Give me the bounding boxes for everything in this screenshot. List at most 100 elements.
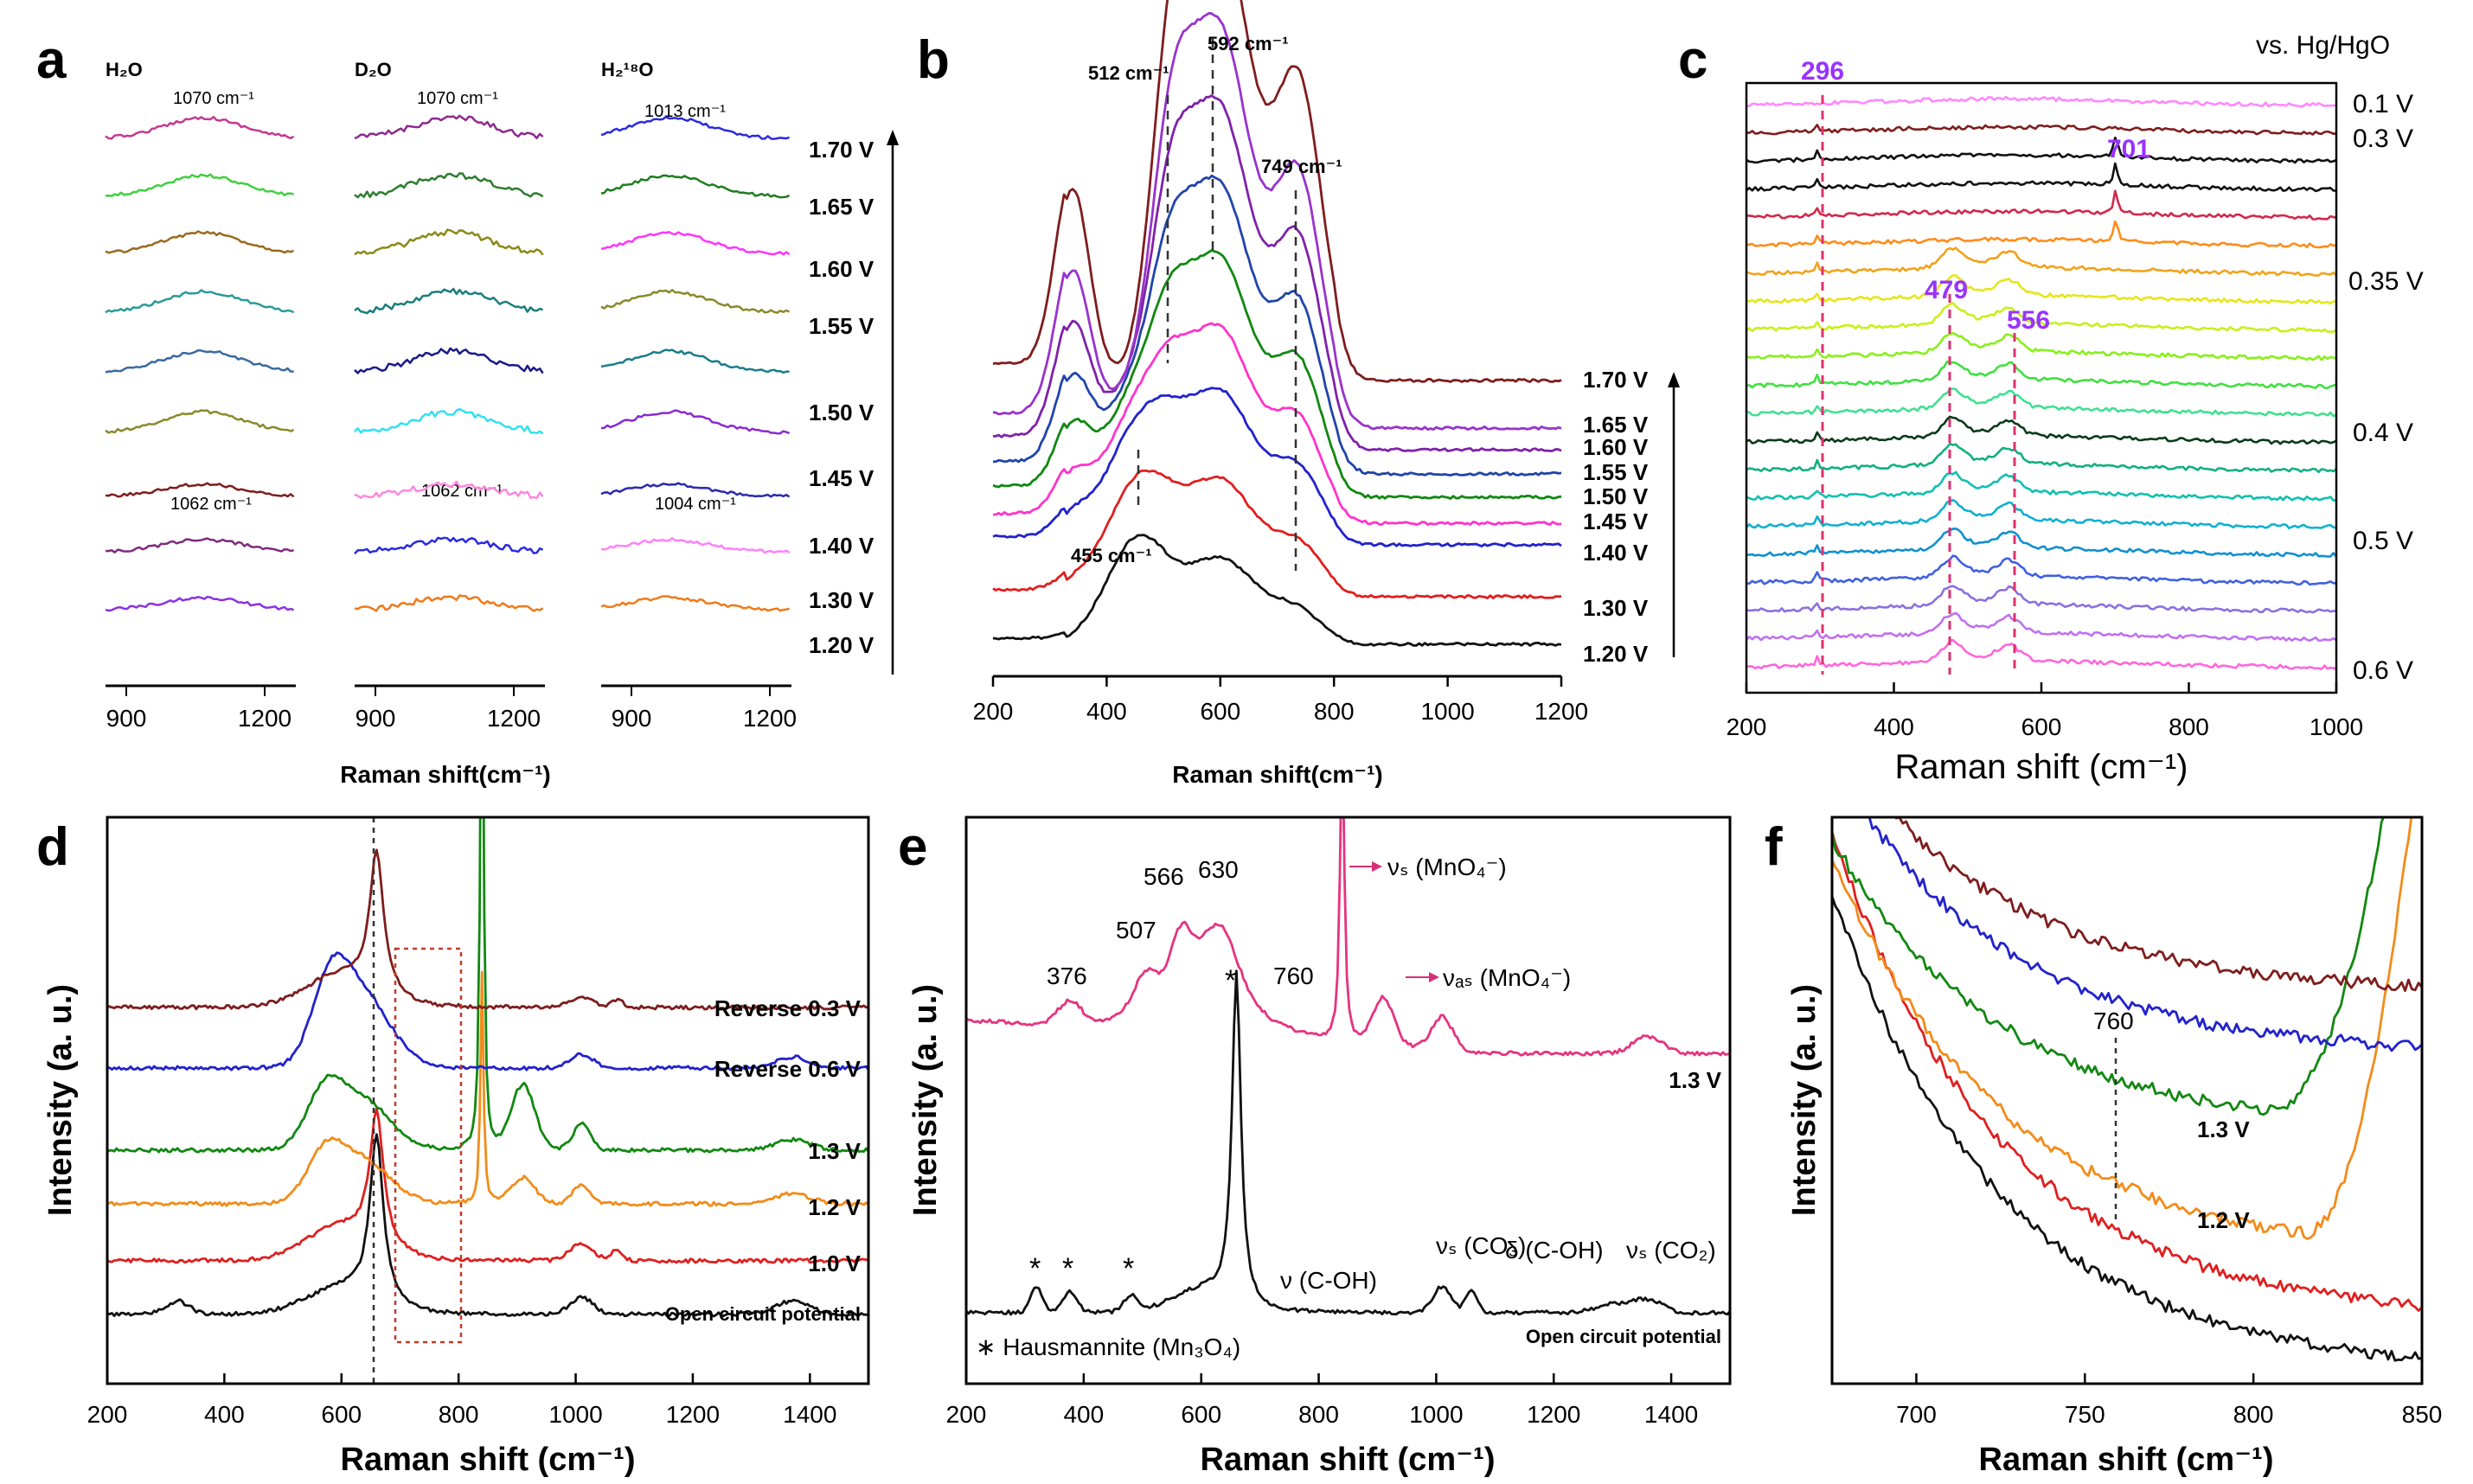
panel-d-tick-label-6: 1400: [783, 1401, 836, 1428]
panel-a-curve-2-0: [105, 230, 295, 254]
panel-d-tick-label-1: 400: [204, 1401, 245, 1428]
panel-e-legend: ∗ Hausmannite (Mn₃O₄): [976, 1334, 1240, 1360]
panel-b-arrow-head: [1668, 372, 1680, 387]
panel-d-curve-1p0: [107, 1107, 868, 1264]
panel-e-tick-label-6: 1400: [1644, 1401, 1698, 1428]
panel-b-voltage-label-8: 1.20 V: [1583, 641, 1649, 667]
panel-b-peak-455: 455 cm⁻¹: [1071, 545, 1152, 566]
panel-e-curve-1p3: [966, 817, 1730, 1057]
panel-a-curve-7-0: [106, 537, 294, 553]
panel-e-label-1p3: 1.3 V: [1669, 1067, 1721, 1093]
panel-a-curve-8-0: [105, 595, 295, 612]
panel-b-curve-7: [992, 12, 1562, 431]
panel-a-peak-h218o-top: 1013 cm⁻¹: [644, 102, 726, 121]
panel-f-tick-label-2: 800: [2233, 1401, 2274, 1428]
panel-a-tick-4: 1200: [487, 705, 541, 732]
panel-a-curve-6-0: [105, 482, 295, 498]
panel-e-tick-label-5: 1200: [1527, 1401, 1580, 1428]
panel-e-label: e: [898, 817, 927, 877]
svg-text:*: *: [1062, 1252, 1073, 1285]
panel-c-curve-10: [1746, 360, 2337, 389]
panel-c-xlabel: Raman shift (cm⁻¹): [1895, 748, 2188, 786]
panel-b-voltage-label-0: 1.70 V: [1583, 367, 1649, 393]
panel-d-label: d: [36, 817, 69, 877]
panel-e-tick-label-4: 1000: [1409, 1401, 1463, 1428]
panel-e-peak-566: 566: [1144, 863, 1184, 890]
panel-b-curve-3: [992, 322, 1562, 526]
panel-b-tick-label-2: 600: [1200, 698, 1240, 725]
panel-a-curve-5-2: [600, 409, 791, 435]
panel-b-tick-label-1: 400: [1086, 698, 1127, 725]
panel-a-tick-3: 900: [356, 705, 396, 732]
panel-c-label: c: [1678, 30, 1707, 90]
panel-e-anno-coh: ν (C-OH): [1280, 1267, 1377, 1294]
panel-c-curve-12: [1746, 415, 2337, 445]
panel-c-dashed-lines: [1821, 95, 2016, 675]
panel-a-xlabel: Raman shift(cm⁻¹): [340, 761, 550, 788]
panel-e-peak-760: 760: [1273, 963, 1314, 989]
panel-f-peak-760: 760: [2093, 1007, 2134, 1034]
panel-c-curve-5: [1746, 220, 2337, 249]
panel-b-voltage-label-3: 1.55 V: [1583, 459, 1649, 485]
panel-b-curve-0: [992, 534, 1562, 647]
panel-b-peak-749: 749 cm⁻¹: [1261, 156, 1342, 177]
panel-a-curve-8-2: [600, 595, 790, 612]
panel-a-label: a: [36, 30, 67, 90]
panel-b-dashed-lines: [1137, 39, 1297, 571]
panel-a-voltage-label-0: 1.70 V: [809, 137, 875, 163]
panel-d-tick-label-4: 1000: [548, 1401, 602, 1428]
panel-d-tick-label-2: 600: [321, 1401, 362, 1428]
panel-c-voltage-0p6: 0.6 V: [2353, 656, 2413, 685]
panel-f-tick-label-3: 850: [2402, 1401, 2443, 1428]
panel-c-peak-556: 556: [2007, 306, 2050, 335]
panel-f-label-1p2: 1.2 V: [2197, 1207, 2250, 1233]
panel-b-voltage-label-5: 1.45 V: [1583, 509, 1649, 534]
panel-e-ylabel: Intensity (a. u.): [907, 984, 944, 1216]
panel-e-peak-376: 376: [1047, 963, 1087, 989]
panel-e-curve-ocp: [966, 969, 1730, 1316]
panel-d-curve-ocp: [107, 1133, 868, 1318]
panel-b-curve-5: [992, 174, 1562, 477]
panel-d-label-ocp: Open circuit potential: [665, 1303, 861, 1325]
panel-a-curve-4-1: [354, 347, 544, 374]
panel-e-frame: [964, 816, 1732, 1385]
panel-b-voltage-label-2: 1.60 V: [1583, 434, 1649, 460]
svg-text:*: *: [1029, 1252, 1041, 1285]
panel-b-tick-label-5: 1200: [1534, 698, 1588, 725]
panel-a-subtitle-h2o: H₂O: [106, 59, 143, 80]
panel-e-anno-co2: νₛ (CO₂): [1626, 1237, 1716, 1263]
panel-f-xlabel: Raman shift (cm⁻¹): [1979, 1442, 2274, 1478]
panel-a-axes: [106, 684, 791, 696]
panel-d-tick-label-0: 200: [87, 1401, 128, 1428]
panel-a-curve-2-2: [600, 231, 791, 256]
panel-a-peak-d2o-top: 1070 cm⁻¹: [417, 89, 498, 108]
panel-f-curve-black: [1832, 896, 2422, 1362]
panel-e-asterisks: * * * *: [1029, 964, 1236, 1285]
panel-c-curve-16: [1746, 528, 2338, 558]
svg-text:*: *: [1225, 964, 1236, 997]
panel-f-tick-label-1: 750: [2065, 1401, 2105, 1428]
panel-b-label: b: [917, 30, 950, 90]
panel-a-voltage-label-4: 1.50 V: [809, 400, 875, 425]
panel-a-curve-5-0: [105, 409, 295, 434]
panel-c-curve-6: [1746, 246, 2337, 277]
panel-f-curve-red: [1832, 831, 2422, 1312]
panel-d-curve-1p3: [107, 817, 868, 1154]
panel-e-anno-delta-coh: δ (C-OH): [1505, 1237, 1604, 1263]
panel-a-peak-h2o-low: 1062 cm⁻¹: [170, 495, 252, 514]
panel-c-peak-479: 479: [1925, 276, 1968, 304]
panel-a-voltage-label-5: 1.45 V: [809, 465, 875, 491]
panel-e-vas-arrowhead: [1429, 972, 1439, 982]
panel-a-curve-0-0: [105, 115, 295, 140]
panel-d-ylabel: Intensity (a. u.): [42, 984, 79, 1216]
panel-e-vs-label: νₛ (MnO₄⁻): [1387, 854, 1507, 880]
panel-f-curve-blue: [1864, 817, 2422, 1052]
panel-c-peak-701: 701: [2107, 135, 2150, 163]
panel-c-voltage-0p5: 0.5 V: [2353, 527, 2413, 555]
panel-f-label-1p3: 1.3 V: [2197, 1116, 2250, 1142]
panel-a-curve-8-1: [354, 594, 544, 612]
panel-a-curve-1-1: [354, 172, 544, 199]
panel-b-curve-2: [992, 387, 1562, 547]
panel-b-curve-8: [992, 0, 1562, 383]
panel-c-voltage-0p1: 0.1 V: [2353, 90, 2413, 118]
